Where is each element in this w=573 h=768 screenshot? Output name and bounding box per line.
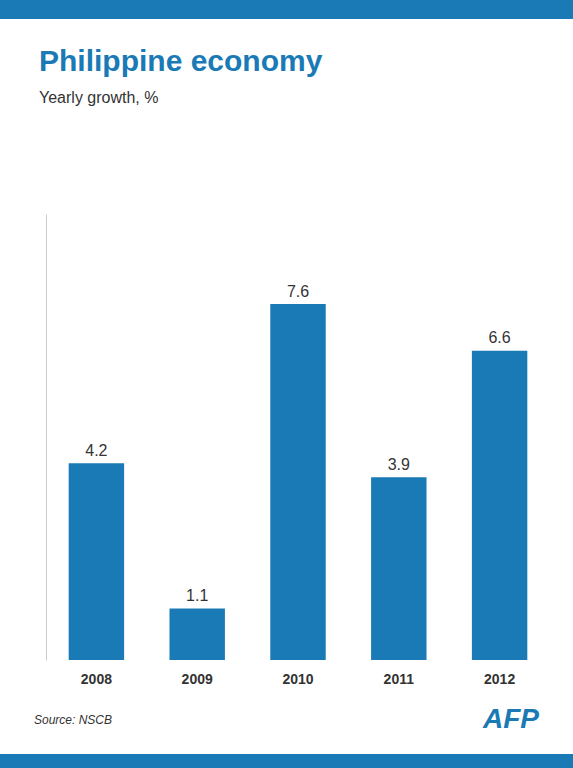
svg-text:7.6: 7.6 [287, 283, 309, 300]
svg-text:Yearly growth, %: Yearly growth, % [39, 89, 158, 106]
svg-text:1.1: 1.1 [186, 587, 208, 604]
svg-text:Philippine economy: Philippine economy [39, 44, 323, 77]
svg-text:4.2: 4.2 [85, 442, 107, 459]
svg-text:Source: NSCB: Source: NSCB [34, 713, 112, 727]
svg-text:2009: 2009 [182, 671, 213, 687]
svg-text:3.9: 3.9 [388, 456, 410, 473]
svg-text:2010: 2010 [282, 671, 313, 687]
svg-text:6.6: 6.6 [488, 329, 510, 346]
svg-text:2008: 2008 [81, 671, 112, 687]
svg-text:2011: 2011 [384, 671, 415, 687]
svg-text:2012: 2012 [484, 671, 515, 687]
svg-text:AFP: AFP [482, 703, 539, 734]
